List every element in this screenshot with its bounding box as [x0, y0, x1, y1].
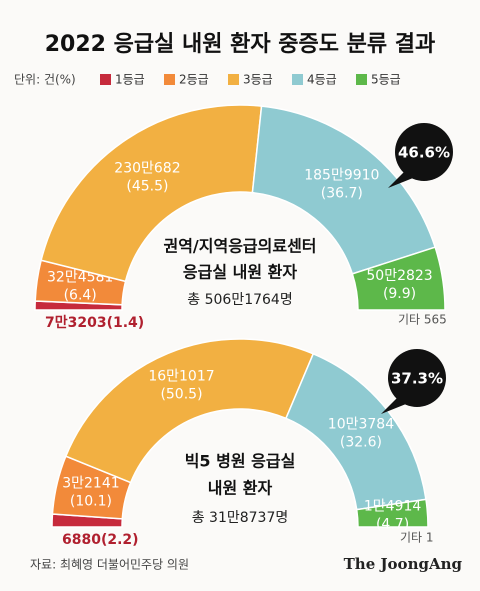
data-label: 3만2141 [62, 475, 119, 491]
pie-segment [351, 246, 446, 311]
chart-title: 2022 응급실 내원 환자 중증도 분류 결과 [45, 32, 436, 57]
data-label: 50만2823 [366, 268, 432, 284]
data-label: 6880(2.2) [62, 532, 139, 548]
legend-swatch [228, 74, 239, 85]
center-text: 내원 환자 [208, 479, 273, 498]
legend-swatch [164, 74, 175, 85]
center-text: 응급실 내원 환자 [183, 263, 297, 282]
legend-label: 1등급 [115, 73, 145, 87]
brand: The JoongAng [344, 555, 463, 573]
legend-label: 3등급 [243, 73, 273, 87]
total-text: 총 31만8737명 [192, 510, 289, 526]
callout-bubble [388, 349, 446, 407]
data-label: 7만3203(1.4) [45, 315, 144, 331]
data-label: 185만9910 [304, 168, 379, 184]
callout-text: 37.3% [391, 370, 443, 388]
data-label: 230만682 [114, 161, 180, 177]
legend-label: 4등급 [307, 73, 337, 87]
data-label: 16만1017 [148, 369, 214, 385]
data-label: (4.7) [376, 517, 409, 533]
other-text: 기타 565 [398, 313, 447, 327]
data-label: (45.5) [126, 179, 168, 195]
other-text: 기타 1 [400, 531, 434, 545]
total-text: 총 506만1764명 [187, 292, 292, 308]
data-label: (50.5) [160, 387, 202, 403]
data-label: 1만4914 [364, 499, 422, 515]
data-label: (6.4) [64, 288, 97, 304]
callout-text: 46.6% [398, 144, 450, 162]
center-text: 빅5 병원 응급실 [185, 452, 296, 471]
pie-segment [64, 338, 315, 484]
data-label: 10만3784 [328, 416, 394, 432]
unit-label: 단위: 건(%) [14, 73, 76, 87]
legend-swatch [356, 74, 367, 85]
data-label: (36.7) [321, 186, 363, 202]
center-text: 권역/지역응급의료센터 [163, 237, 316, 256]
data-label: (32.6) [340, 434, 382, 450]
legend-label: 5등급 [371, 73, 401, 87]
callout-bubble [395, 123, 453, 181]
legend-swatch [292, 74, 303, 85]
source: 자료: 최혜영 더불어민주당 의원 [30, 558, 189, 572]
pie-segment [40, 104, 263, 283]
data-label: (10.1) [70, 493, 112, 509]
data-label: (9.9) [383, 286, 416, 302]
legend-label: 2등급 [179, 73, 209, 87]
pie-segment [355, 498, 429, 528]
legend-swatch [100, 74, 111, 85]
